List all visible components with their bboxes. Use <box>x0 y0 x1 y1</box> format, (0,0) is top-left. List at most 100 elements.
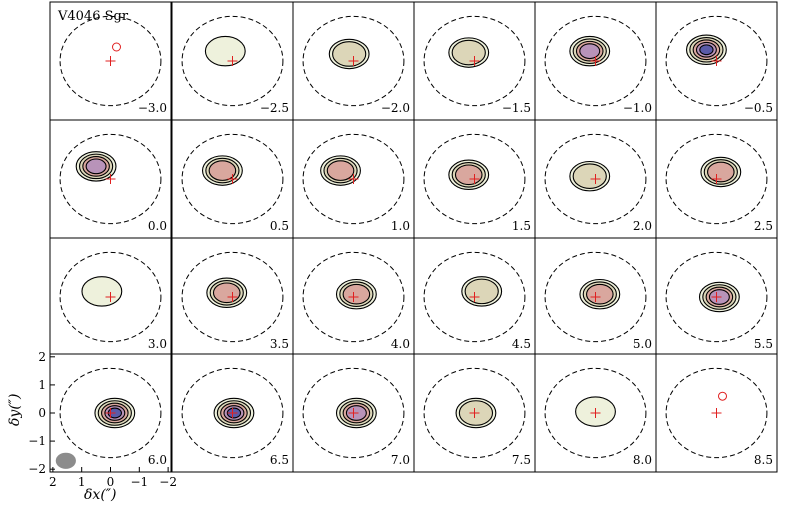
velocity-label: 7.5 <box>512 453 531 467</box>
channel-panel: 5.5 <box>655 237 778 357</box>
disk-ellipse <box>59 15 162 107</box>
disk-ellipse <box>665 367 768 459</box>
channel-panel: 2.0 <box>534 119 657 239</box>
channel-panel: 0.5 <box>171 119 294 239</box>
center-marker <box>227 174 238 184</box>
emission-contour <box>326 160 355 181</box>
velocity-label: −0.5 <box>744 101 773 115</box>
figure-title: V4046 Sgr <box>57 9 129 24</box>
channel-panel: 8.5 <box>655 353 778 473</box>
center-marker <box>711 408 722 418</box>
axes-annotations: V4046 Sgr δx(″) δy(″) 2 2 1 1 0 0 −1 −1 −2 −2 <box>7 9 177 503</box>
disk-ellipse <box>59 251 162 343</box>
center-marker <box>227 408 238 418</box>
center-marker <box>348 174 359 184</box>
y-axis-label: δy(″) <box>7 394 23 427</box>
channel-panel: −3.0 <box>49 1 172 121</box>
velocity-label: 4.0 <box>391 337 410 351</box>
channel-panel: 0.0 <box>49 119 172 239</box>
velocity-label: −2.5 <box>260 101 289 115</box>
center-marker <box>105 292 116 302</box>
channel-panel: 5.0 <box>534 237 657 357</box>
velocity-label: −1.5 <box>502 101 531 115</box>
center-marker <box>590 174 601 184</box>
y-tick-label: 1 <box>38 378 46 392</box>
channel-panel: −1.0 <box>534 1 657 121</box>
disk-ellipse <box>665 251 768 343</box>
velocity-label: −1.0 <box>623 101 652 115</box>
x-axis-label: δx(″) <box>84 487 116 503</box>
emission-contour <box>707 161 735 183</box>
emission-contour <box>342 283 371 305</box>
x-tick-label: 1 <box>78 475 86 489</box>
emission-contour <box>85 158 107 175</box>
disk-ellipse <box>423 251 526 343</box>
channel-panel: −1.5 <box>413 1 536 121</box>
velocity-label: 7.0 <box>391 453 410 467</box>
emission-contour <box>208 160 237 181</box>
disk-ellipse <box>423 367 526 459</box>
emission-contour <box>81 276 123 307</box>
y-tick-label: −2 <box>28 462 46 476</box>
disk-ellipse <box>181 367 284 459</box>
center-marker <box>469 408 480 418</box>
center-marker <box>227 292 238 302</box>
channel-panel: 3.5 <box>171 237 294 357</box>
disk-ellipse <box>302 133 405 225</box>
center-marker <box>105 56 116 66</box>
velocity-label: 4.5 <box>512 337 531 351</box>
disk-ellipse <box>59 367 162 459</box>
velocity-label: 2.5 <box>754 219 773 233</box>
channel-panel: −2.0 <box>292 1 415 121</box>
disk-ellipse <box>544 15 647 107</box>
disk-ellipse <box>181 15 284 107</box>
disk-ellipse <box>423 133 526 225</box>
disk-ellipse <box>302 367 405 459</box>
emission-contour <box>204 35 246 67</box>
x-tick-label: −1 <box>130 475 148 489</box>
channel-panel: 7.5 <box>413 353 536 473</box>
disk-ellipse <box>544 367 647 459</box>
channel-panel: 4.0 <box>292 237 415 357</box>
y-tick-label: −1 <box>28 434 46 448</box>
negative-contour <box>112 42 121 52</box>
emission-contour <box>332 41 367 67</box>
velocity-label: 1.0 <box>391 219 410 233</box>
negative-contour <box>718 391 727 401</box>
emission-contour <box>212 282 241 304</box>
center-marker <box>590 56 601 66</box>
emission-contour <box>579 43 601 60</box>
velocity-label: 8.5 <box>754 453 773 467</box>
channel-panel: 8.0 <box>534 353 657 473</box>
channel-panel: 1.0 <box>292 119 415 239</box>
velocity-label: −2.0 <box>381 101 410 115</box>
channel-panel: 2.5 <box>655 119 778 239</box>
disk-ellipse <box>181 251 284 343</box>
velocity-label: 1.5 <box>512 219 531 233</box>
disk-ellipse <box>181 133 284 225</box>
channel-panel: −0.5 <box>655 1 778 121</box>
channel-panel: 7.0 <box>292 353 415 473</box>
center-marker <box>590 408 601 418</box>
emission-contour <box>572 163 607 189</box>
emission-contour <box>464 278 499 305</box>
velocity-label: 6.5 <box>270 453 289 467</box>
center-marker <box>348 292 359 302</box>
emission-contour <box>451 39 486 66</box>
channel-panel: 3.0 <box>49 237 172 357</box>
y-tick-label: 0 <box>38 406 46 420</box>
disk-ellipse <box>59 133 162 225</box>
panel-grid: −3.0 −2.5 −2.0 −1.5 −1.0 −0.5 0.0 0.5 1.0 1.5 2.0 2… <box>49 1 778 473</box>
disk-ellipse <box>665 15 768 107</box>
x-tick-label: −2 <box>159 475 177 489</box>
channel-panel: −2.5 <box>171 1 294 121</box>
disk-ellipse <box>665 133 768 225</box>
center-marker <box>590 292 601 302</box>
center-marker <box>227 56 238 66</box>
velocity-label: −3.0 <box>138 101 167 115</box>
center-marker <box>711 56 722 66</box>
center-marker <box>105 174 116 184</box>
velocity-label: 5.0 <box>633 337 652 351</box>
channel-panel: 4.5 <box>413 237 536 357</box>
